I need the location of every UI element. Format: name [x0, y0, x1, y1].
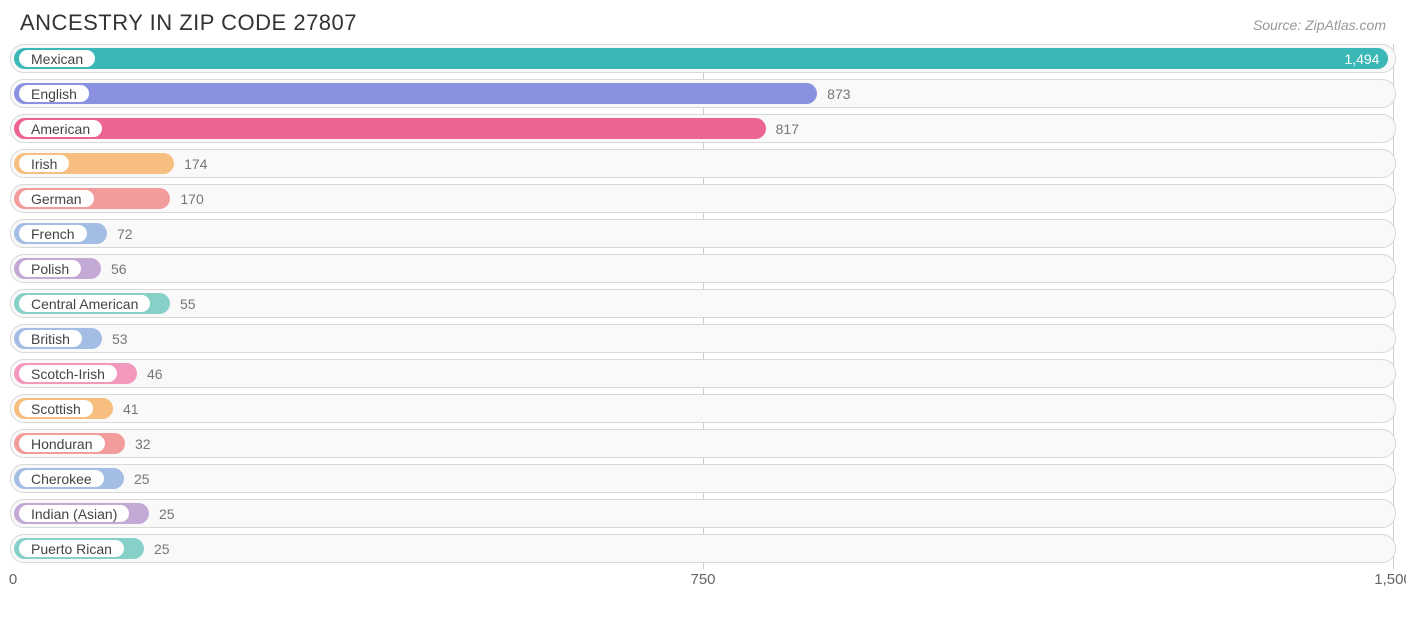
bar-label-pill: American [17, 118, 104, 139]
bar-value: 1,494 [1344, 51, 1379, 67]
bar-label-pill: German [17, 188, 96, 209]
bar-track: Central American 55 [10, 289, 1396, 318]
bars: Mexican 1,494 English 873 American 817 Irish 17… [10, 44, 1396, 563]
bar-label: Cherokee [31, 471, 92, 487]
bar-label: Central American [31, 296, 138, 312]
bar-value: 72 [117, 226, 133, 242]
bar-track: Mexican 1,494 [10, 44, 1396, 73]
bar-label-pill: Cherokee [17, 468, 106, 489]
bar-value: 46 [147, 366, 163, 382]
bar-value: 25 [159, 506, 175, 522]
bar-track: Scotch-Irish 46 [10, 359, 1396, 388]
bar-track: Irish 174 [10, 149, 1396, 178]
bar-label: Puerto Rican [31, 541, 112, 557]
bar-value: 56 [111, 261, 127, 277]
bar-track: British 53 [10, 324, 1396, 353]
bar-label-pill: Honduran [17, 433, 107, 454]
axis-tick-label: 750 [690, 571, 715, 588]
bar-value: 174 [184, 156, 207, 172]
bar-value: 32 [135, 436, 151, 452]
bar-label: Scotch-Irish [31, 366, 105, 382]
bar-label-pill: French [17, 223, 89, 244]
header: ANCESTRY IN ZIP CODE 27807 Source: ZipAt… [0, 0, 1406, 44]
x-axis: 07501,500 [10, 569, 1396, 595]
bar-label: Indian (Asian) [31, 506, 117, 522]
chart-title: ANCESTRY IN ZIP CODE 27807 [20, 10, 357, 36]
bar-label-pill: Mexican [17, 48, 97, 69]
bar-track: American 817 [10, 114, 1396, 143]
bar-value: 55 [180, 296, 196, 312]
bar-track: Polish 56 [10, 254, 1396, 283]
bar-label: German [31, 191, 82, 207]
bar-label-pill: Scotch-Irish [17, 363, 119, 384]
bar-label: English [31, 86, 77, 102]
bar-value: 41 [123, 401, 139, 417]
bar-label: Scottish [31, 401, 81, 417]
bar-track: Scottish 41 [10, 394, 1396, 423]
bar-track: English 873 [10, 79, 1396, 108]
bar-label: Irish [31, 156, 57, 172]
bar-label: French [31, 226, 75, 242]
bar-value: 170 [180, 191, 203, 207]
bar-label-pill: Scottish [17, 398, 95, 419]
bar [14, 118, 766, 139]
bar-label-pill: Irish [17, 153, 71, 174]
bar-value: 817 [776, 121, 799, 137]
bar [14, 48, 1388, 69]
bar-label-pill: Polish [17, 258, 83, 279]
bar [14, 83, 817, 104]
bar-label-pill: English [17, 83, 91, 104]
bar-label: British [31, 331, 70, 347]
chart-container: ANCESTRY IN ZIP CODE 27807 Source: ZipAt… [0, 0, 1406, 595]
bar-label: American [31, 121, 90, 137]
axis-tick-label: 0 [9, 571, 17, 588]
bar-label: Honduran [31, 436, 93, 452]
bar-track: Cherokee 25 [10, 464, 1396, 493]
bar-value: 25 [154, 541, 170, 557]
bar-value: 53 [112, 331, 128, 347]
bar-track: German 170 [10, 184, 1396, 213]
bar-track: Honduran 32 [10, 429, 1396, 458]
bar-label-pill: Puerto Rican [17, 538, 126, 559]
bar-label: Polish [31, 261, 69, 277]
bar-label-pill: Central American [17, 293, 152, 314]
bar-value: 873 [827, 86, 850, 102]
bar-track: French 72 [10, 219, 1396, 248]
axis-tick-label: 1,500 [1374, 571, 1406, 588]
bar-track: Indian (Asian) 25 [10, 499, 1396, 528]
bar-track: Puerto Rican 25 [10, 534, 1396, 563]
source-attribution: Source: ZipAtlas.com [1253, 17, 1386, 33]
bar-label-pill: Indian (Asian) [17, 503, 131, 524]
chart-area: Mexican 1,494 English 873 American 817 Irish 17… [0, 44, 1406, 595]
bar-label-pill: British [17, 328, 84, 349]
bar-value: 25 [134, 471, 150, 487]
bar-label: Mexican [31, 51, 83, 67]
